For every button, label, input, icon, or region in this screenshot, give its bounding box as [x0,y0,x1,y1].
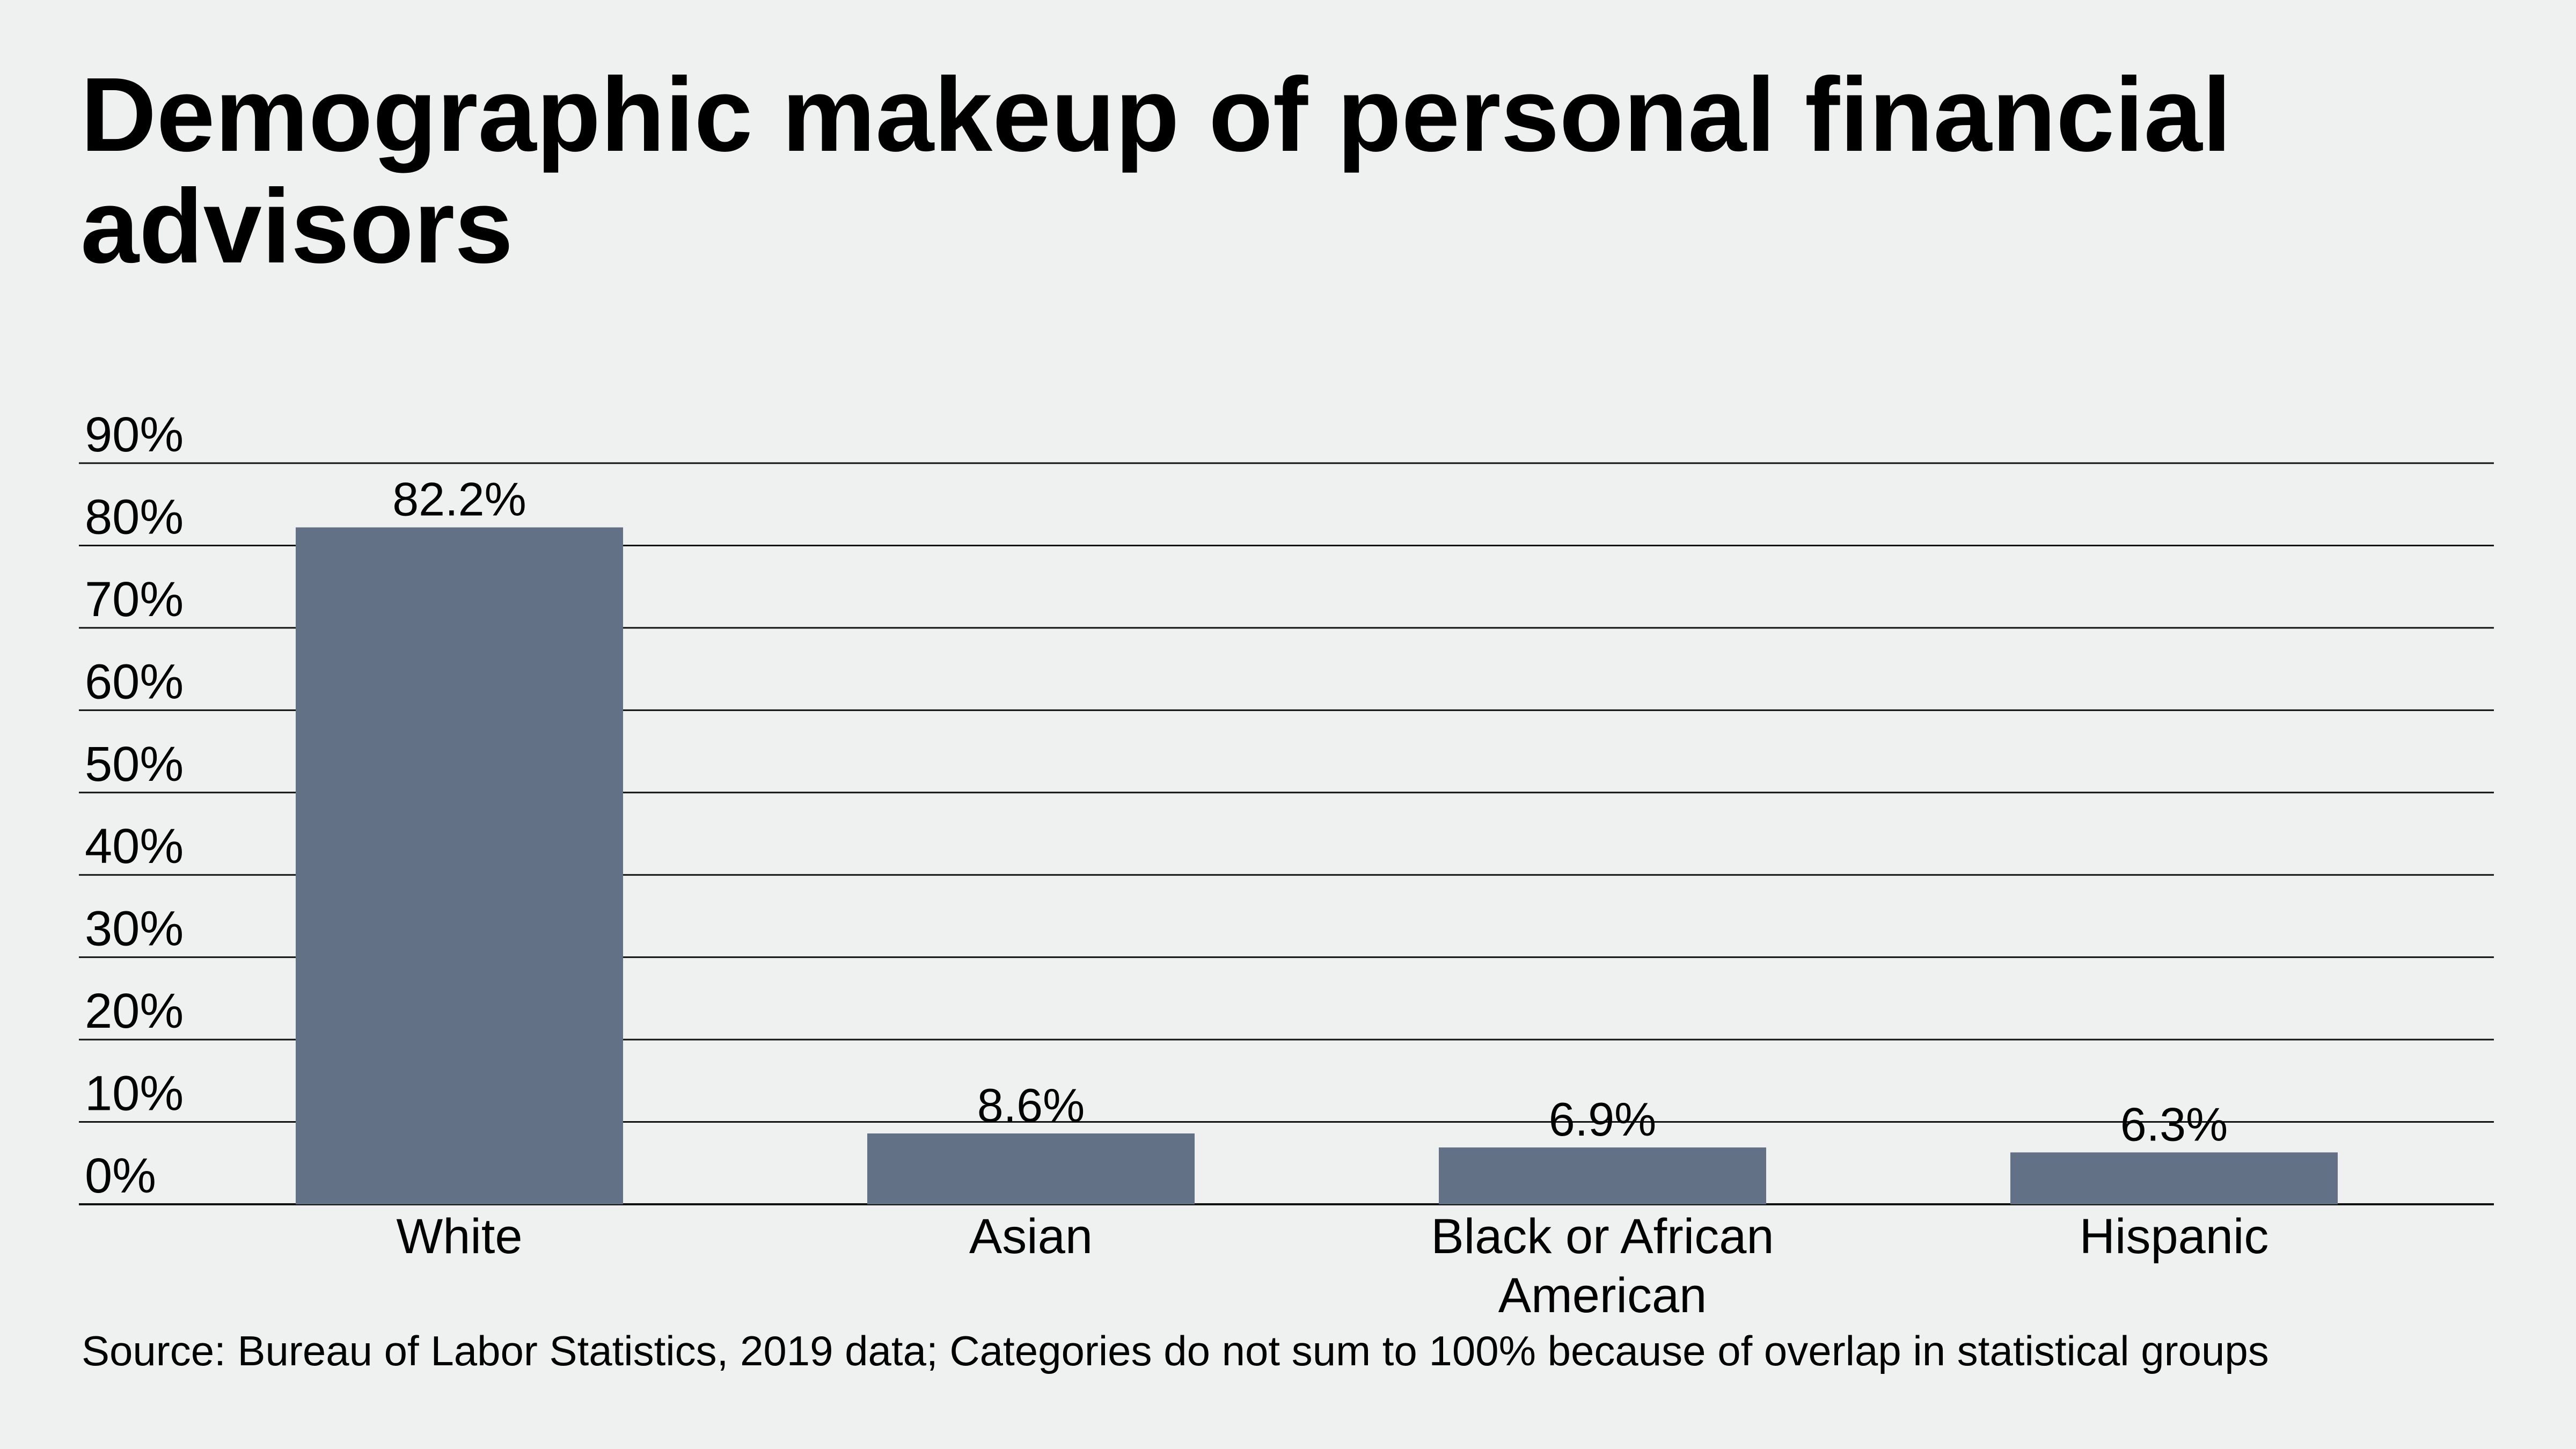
x-tick-label: Hispanic [2080,1209,2269,1264]
x-tick-label: Asian [969,1209,1093,1264]
y-tick-label: 30% [85,902,184,956]
y-tick-label: 70% [85,572,184,627]
x-tick-label: White [396,1209,522,1264]
data-label: 6.9% [1549,1093,1657,1146]
data-label: 8.6% [977,1079,1085,1132]
y-tick-label: 40% [85,819,184,874]
chart-title: Demographic makeup of personal financial… [80,56,2232,285]
x-tick-label: Black or African [1431,1209,1774,1264]
bar [867,1133,1195,1204]
y-tick-label: 60% [85,654,184,709]
y-tick-label: 80% [85,489,184,544]
y-tick-label: 10% [85,1066,184,1121]
data-label: 82.2% [392,473,526,526]
y-tick-label: 20% [85,984,184,1038]
y-tick-label: 50% [85,737,184,792]
bar [2010,1152,2338,1204]
bar [1439,1147,1766,1204]
y-tick-label: 90% [85,407,184,462]
source-note: Source: Bureau of Labor Statistics, 2019… [82,1327,2269,1374]
x-tick-label: American [1498,1268,1707,1323]
data-label: 6.3% [2120,1097,2228,1151]
y-tick-label: 0% [85,1148,156,1203]
bar [296,527,623,1204]
